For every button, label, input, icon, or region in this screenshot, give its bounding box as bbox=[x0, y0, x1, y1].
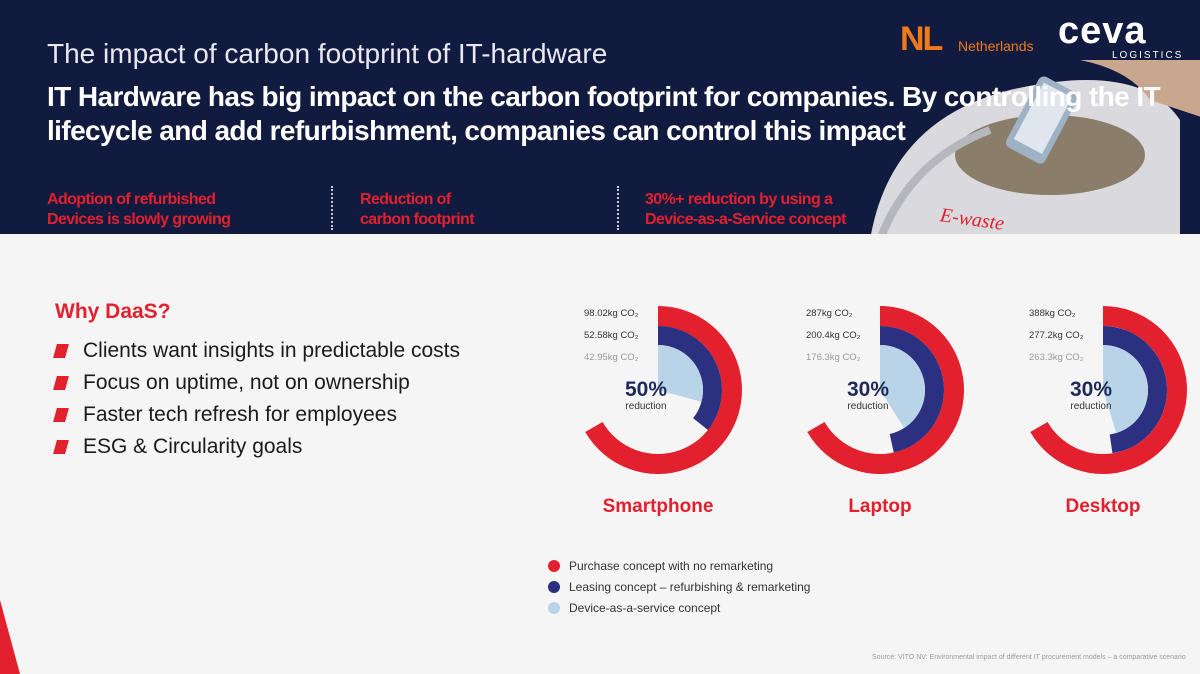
value-label: 98.02kg CO₂ bbox=[584, 308, 639, 319]
ceva-logo: ceva bbox=[1058, 10, 1147, 52]
legend-item: Device-as-a-service concept bbox=[548, 597, 810, 618]
bullet-text: Faster tech refresh for employees bbox=[83, 403, 397, 426]
kpi-line: Device-as-a-Service concept bbox=[645, 211, 846, 228]
legend-label: Leasing concept – refurbishing & remarke… bbox=[569, 579, 811, 594]
kpi-line: carbon footprint bbox=[360, 211, 475, 228]
reduction-label: reduction bbox=[1070, 401, 1111, 412]
chart-title: Smartphone bbox=[603, 496, 714, 517]
why-daas-title: Why DaaS? bbox=[55, 300, 171, 323]
donut-segment bbox=[880, 345, 925, 428]
kpi-adoption: Adoption of refurbished Devices is slowl… bbox=[47, 190, 231, 230]
legend-item: Purchase concept with no remarketing bbox=[548, 555, 810, 576]
chart-title: Desktop bbox=[1066, 496, 1141, 517]
value-label: 263.3kg CO₂ bbox=[1029, 352, 1084, 363]
kpi-line: Adoption of refurbished bbox=[47, 191, 216, 208]
kpi-line: 30%+ reduction by using a bbox=[645, 191, 833, 208]
reduction-label: reduction bbox=[625, 401, 666, 412]
slide-headline: IT Hardware has big impact on the carbon… bbox=[47, 81, 1161, 146]
ceva-logo-sub: LOGISTICS bbox=[1112, 50, 1184, 61]
donut-segment bbox=[880, 326, 945, 453]
chart-title: Laptop bbox=[848, 496, 911, 517]
bullet-text: Focus on uptime, not on ownership bbox=[83, 371, 410, 394]
nl-logo: NL bbox=[900, 20, 943, 58]
donut-segment bbox=[1103, 345, 1148, 434]
legend-swatch bbox=[548, 559, 560, 572]
legend-item: Leasing concept – refurbishing & remarke… bbox=[548, 576, 810, 597]
chart-legend: Purchase concept with no remarketing Lea… bbox=[548, 555, 810, 618]
value-label: 52.58kg CO₂ bbox=[584, 330, 639, 341]
value-label: 277.2kg CO₂ bbox=[1029, 330, 1084, 341]
e-waste-photo: E-waste bbox=[871, 60, 1200, 234]
value-label: 200.4kg CO₂ bbox=[806, 330, 861, 341]
value-label: 287kg CO₂ bbox=[806, 308, 853, 319]
bullet-item: Clients want insights in predictable cos… bbox=[53, 335, 461, 367]
bullet-text: Clients want insights in predictable cos… bbox=[83, 339, 461, 362]
legend-label: Purchase concept with no remarketing bbox=[569, 558, 774, 573]
value-label: 42.95kg CO₂ bbox=[584, 352, 639, 363]
kpi-line: Reduction of bbox=[360, 191, 451, 208]
kpi-line: Devices is slowly growing bbox=[47, 211, 231, 228]
slide-subtitle: The impact of carbon footprint of IT-har… bbox=[47, 38, 608, 69]
nl-logo-text: Netherlands bbox=[958, 38, 1034, 54]
reduction-percent: 30% bbox=[1070, 378, 1112, 401]
legend-swatch bbox=[548, 580, 560, 593]
donut-segment bbox=[658, 326, 722, 431]
reduction-label: reduction bbox=[847, 401, 888, 412]
kpi-divider bbox=[331, 186, 333, 230]
bullet-item: Faster tech refresh for employees bbox=[53, 399, 460, 431]
header-banner: E-waste The impact of carbon footprint o… bbox=[0, 0, 1200, 234]
donut-segment bbox=[658, 345, 703, 402]
kpi-divider bbox=[617, 186, 619, 230]
bullet-item: Focus on uptime, not on ownership bbox=[53, 367, 460, 399]
bullet-item: ESG & Circularity goals bbox=[53, 431, 460, 463]
legend-swatch bbox=[548, 601, 560, 614]
decorative-red-stripe bbox=[0, 600, 20, 674]
kpi-reduction: Reduction of carbon footprint bbox=[360, 190, 475, 230]
legend-label: Device-as-a-service concept bbox=[569, 600, 721, 615]
bullet-text: ESG & Circularity goals bbox=[83, 435, 303, 458]
why-daas-list: Clients want insights in predictable cos… bbox=[53, 335, 461, 463]
source-note: Source: VITO NV: Environmental impact of… bbox=[872, 654, 1186, 661]
value-label: 388kg CO₂ bbox=[1029, 308, 1076, 319]
value-label: 176.3kg CO₂ bbox=[806, 352, 861, 363]
kpi-daas: 30%+ reduction by using a Device-as-a-Se… bbox=[645, 190, 846, 230]
reduction-percent: 30% bbox=[847, 378, 889, 401]
reduction-percent: 50% bbox=[625, 378, 667, 401]
donut-segment bbox=[1103, 326, 1167, 454]
